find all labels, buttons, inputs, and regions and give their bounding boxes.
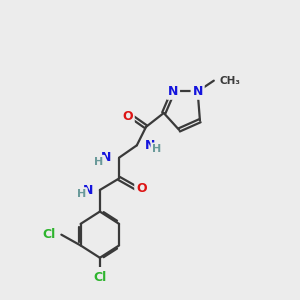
Text: N: N — [83, 184, 94, 196]
Text: CH₃: CH₃ — [220, 76, 241, 86]
Text: O: O — [122, 110, 133, 123]
Text: H: H — [94, 157, 104, 166]
Text: H: H — [152, 144, 161, 154]
Text: H: H — [77, 189, 86, 199]
Text: Cl: Cl — [42, 228, 55, 241]
Text: Cl: Cl — [93, 271, 106, 284]
Text: N: N — [101, 151, 111, 164]
Text: N: N — [168, 85, 178, 98]
Text: O: O — [136, 182, 147, 195]
Text: N: N — [193, 85, 203, 98]
Text: N: N — [145, 139, 155, 152]
